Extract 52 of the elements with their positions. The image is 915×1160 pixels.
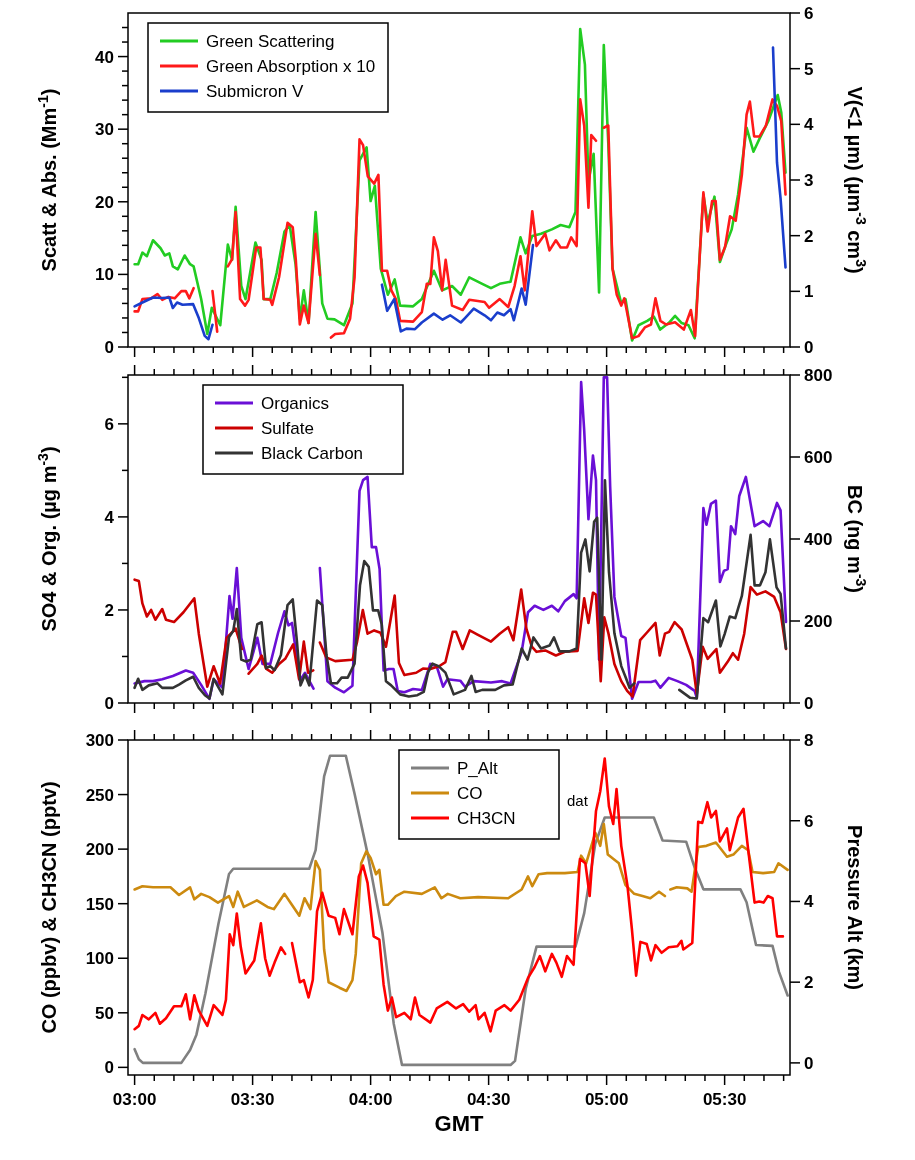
legend-label: Sulfate xyxy=(261,419,314,438)
y2-tick-label: 0 xyxy=(804,694,814,713)
y-tick-label: 2 xyxy=(104,600,114,620)
y-tick-label: 200 xyxy=(85,840,114,860)
y2-tick-label: 200 xyxy=(804,612,833,631)
y2-tick-label: 1 xyxy=(804,282,814,302)
legend-label: Green Scattering xyxy=(206,32,335,51)
y-tick-label: 30 xyxy=(95,120,114,140)
y2-tick-label: 4 xyxy=(804,892,814,912)
legend-label: Black Carbon xyxy=(261,444,364,463)
y2-tick-label: 3 xyxy=(804,171,814,190)
y-tick-label: 0 xyxy=(104,694,114,713)
x-axis-title: GMT xyxy=(434,1111,484,1136)
x-tick-label: 05:00 xyxy=(584,1090,629,1109)
y2-tick-label: 2 xyxy=(804,973,814,993)
y2-tick-label: 4 xyxy=(804,115,814,135)
legend-label: CO xyxy=(457,784,483,803)
x-tick-label: 05:30 xyxy=(702,1090,747,1109)
y-tick-label: 4 xyxy=(104,507,115,527)
legend-label: Organics xyxy=(261,394,330,413)
y2-tick-label: 5 xyxy=(804,59,814,79)
legend-label: Green Absorption x 10 xyxy=(206,57,376,76)
x-tick-label: 03:30 xyxy=(230,1090,275,1109)
y2-tick-label: 6 xyxy=(804,4,814,23)
y-tick-label: 0 xyxy=(104,1058,114,1078)
y2-tick-label: 6 xyxy=(804,811,814,831)
y-tick-label: 0 xyxy=(104,338,114,357)
x-tick-label: 04:00 xyxy=(348,1090,393,1109)
y-tick-label: 40 xyxy=(95,47,114,67)
annotation: dat xyxy=(567,791,589,809)
legend-label: CH3CN xyxy=(457,809,516,828)
x-tick-label: 03:00 xyxy=(112,1090,157,1109)
legend-label: P_Alt xyxy=(457,759,498,778)
y-tick-label: 100 xyxy=(85,949,114,969)
y-tick-label: 250 xyxy=(85,785,114,805)
y-tick-label: 50 xyxy=(95,1003,114,1023)
y2-tick-label: 0 xyxy=(804,1053,814,1073)
y2-tick-label: 600 xyxy=(804,448,833,467)
y-axis-title: CO (ppbv) & CH3CN (pptv) xyxy=(38,781,60,1034)
y-tick-label: 150 xyxy=(85,894,114,914)
y2-tick-label: 0 xyxy=(804,338,814,357)
y-tick-label: 6 xyxy=(104,414,114,434)
y2-tick-label: 800 xyxy=(804,366,833,385)
y2-axis-title: Pressure Alt (km) xyxy=(844,825,866,990)
y-tick-label: 10 xyxy=(95,265,114,285)
x-tick-label: 04:30 xyxy=(466,1090,511,1109)
y-tick-label: 300 xyxy=(85,731,114,750)
legend-label: Submicron V xyxy=(206,82,304,101)
y2-tick-label: 2 xyxy=(804,226,814,246)
y2-tick-label: 400 xyxy=(804,530,833,549)
y2-tick-label: 8 xyxy=(804,731,814,750)
y-tick-label: 20 xyxy=(95,192,114,212)
